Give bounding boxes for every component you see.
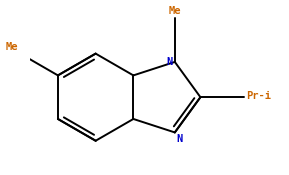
Text: Me: Me: [168, 6, 181, 16]
Text: N: N: [177, 134, 183, 144]
Text: Pr-i: Pr-i: [247, 91, 271, 101]
Text: N: N: [167, 57, 173, 67]
Text: Me: Me: [6, 42, 18, 52]
